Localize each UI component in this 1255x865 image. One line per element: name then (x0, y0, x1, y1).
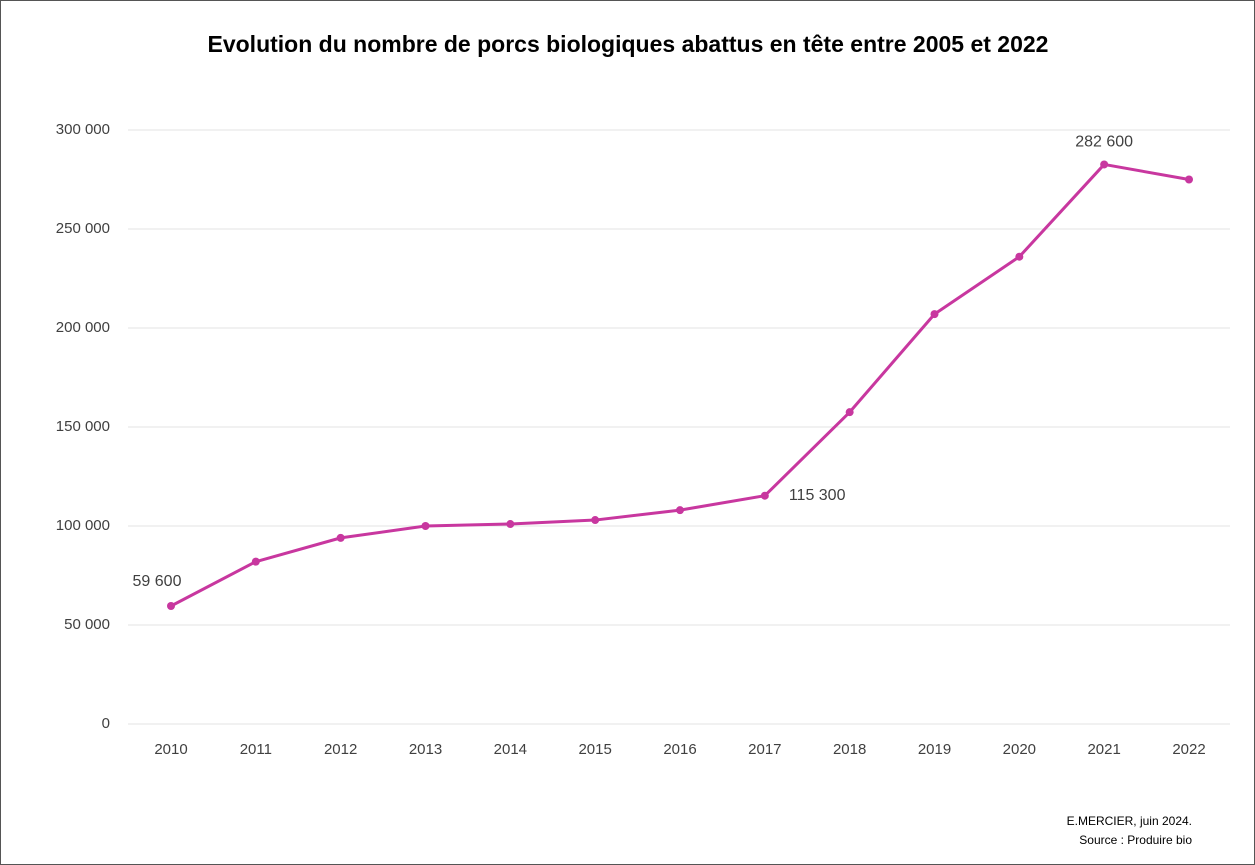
data-label: 115 300 (789, 487, 846, 504)
data-point (421, 522, 430, 530)
y-tick-label: 250 000 (56, 220, 110, 237)
data-point (845, 408, 854, 417)
data-label: 59 600 (133, 573, 182, 590)
x-tick-label: 2010 (154, 741, 187, 758)
y-tick-label: 150 000 (56, 418, 110, 435)
data-point (1185, 175, 1193, 184)
x-tick-label: 2013 (409, 741, 442, 758)
x-tick-label: 2015 (578, 741, 611, 758)
data-point (167, 601, 175, 610)
data-point (251, 557, 260, 566)
data-point (1015, 252, 1024, 261)
y-tick-label: 0 (102, 715, 110, 732)
x-tick-label: 2018 (833, 741, 866, 758)
data-point (760, 491, 769, 500)
x-tick-label: 2022 (1172, 741, 1205, 758)
y-tick-label: 100 000 (56, 517, 110, 534)
data-point (591, 516, 600, 525)
data-point (336, 533, 345, 542)
y-tick-label: 50 000 (64, 616, 110, 633)
x-tick-label: 2012 (324, 741, 357, 758)
source-line: E.MERCIER, juin 2024. (1067, 814, 1192, 828)
x-tick-label: 2017 (748, 741, 781, 758)
data-point (1100, 160, 1109, 169)
data-point (506, 520, 515, 529)
x-tick-label: 2020 (1003, 741, 1036, 758)
chart-title: Evolution du nombre de porcs biologiques… (208, 31, 1049, 57)
source-line: Source : Produire bio (1079, 833, 1192, 847)
data-point (676, 506, 684, 515)
x-tick-label: 2014 (494, 741, 527, 758)
x-tick-label: 2021 (1087, 741, 1120, 758)
data-point (930, 310, 939, 319)
y-tick-label: 200 000 (56, 319, 110, 336)
x-tick-label: 2019 (918, 741, 951, 758)
y-tick-label: 300 000 (56, 121, 110, 138)
data-label: 282 600 (1075, 134, 1133, 151)
x-tick-label: 2011 (240, 741, 272, 758)
x-tick-label: 2016 (663, 741, 696, 758)
